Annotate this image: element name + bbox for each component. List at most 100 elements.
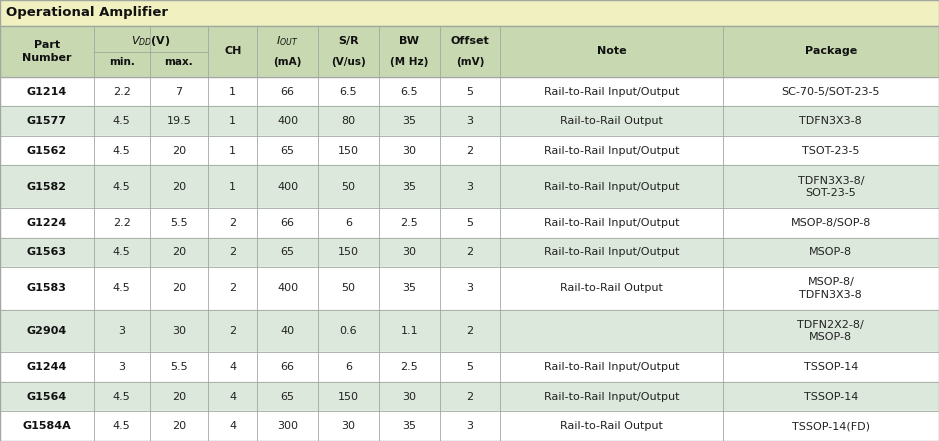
- Text: max.: max.: [164, 57, 193, 67]
- Text: 40: 40: [281, 326, 295, 336]
- Text: 400: 400: [277, 284, 299, 293]
- Text: 20: 20: [172, 247, 186, 258]
- Text: Rail-to-Rail Input/Output: Rail-to-Rail Input/Output: [544, 218, 679, 228]
- Text: 4: 4: [229, 421, 237, 431]
- Text: Part
Number: Part Number: [22, 40, 71, 63]
- Text: 2: 2: [467, 146, 473, 156]
- Text: 4.5: 4.5: [113, 116, 131, 126]
- Text: 5: 5: [467, 362, 473, 372]
- Text: 150: 150: [338, 247, 359, 258]
- Text: 1: 1: [229, 146, 237, 156]
- Text: S/R: S/R: [338, 36, 359, 46]
- Text: G1562: G1562: [26, 146, 67, 156]
- Text: 5: 5: [467, 86, 473, 97]
- Text: 20: 20: [172, 421, 186, 431]
- Text: 2: 2: [229, 247, 237, 258]
- Text: 20: 20: [172, 392, 186, 402]
- Text: TSSOP-14: TSSOP-14: [804, 362, 858, 372]
- Text: Offset: Offset: [451, 36, 489, 46]
- Text: 20: 20: [172, 284, 186, 293]
- Bar: [0, 77, 939, 106]
- Text: 35: 35: [402, 116, 416, 126]
- Text: CH: CH: [224, 46, 241, 56]
- Text: G1214: G1214: [26, 86, 67, 97]
- Text: 65: 65: [281, 247, 295, 258]
- Text: (M Hz): (M Hz): [390, 57, 428, 67]
- Text: 4.5: 4.5: [113, 146, 131, 156]
- Text: 6.5: 6.5: [400, 86, 418, 97]
- Text: TDFN3X3-8: TDFN3X3-8: [799, 116, 862, 126]
- Text: 30: 30: [402, 146, 416, 156]
- Text: TDFN2X2-8/
MSOP-8: TDFN2X2-8/ MSOP-8: [797, 320, 864, 342]
- Text: 66: 66: [281, 218, 295, 228]
- Text: Rail-to-Rail Input/Output: Rail-to-Rail Input/Output: [544, 247, 679, 258]
- Bar: [0, 238, 939, 267]
- Text: 20: 20: [172, 182, 186, 192]
- Text: 20: 20: [172, 146, 186, 156]
- Text: 150: 150: [338, 146, 359, 156]
- Text: G2904: G2904: [26, 326, 67, 336]
- Text: G1563: G1563: [27, 247, 67, 258]
- Text: 65: 65: [281, 146, 295, 156]
- Text: 35: 35: [402, 284, 416, 293]
- Text: 1: 1: [229, 116, 237, 126]
- Bar: [0, 411, 939, 441]
- Text: 50: 50: [342, 284, 356, 293]
- Text: 30: 30: [342, 421, 356, 431]
- Text: G1582: G1582: [27, 182, 67, 192]
- Text: 7: 7: [176, 86, 182, 97]
- Text: Rail-to-Rail Input/Output: Rail-to-Rail Input/Output: [544, 86, 679, 97]
- Text: 3: 3: [118, 362, 125, 372]
- Text: 66: 66: [281, 86, 295, 97]
- Text: 6: 6: [345, 218, 352, 228]
- Text: 30: 30: [172, 326, 186, 336]
- Text: MSOP-8: MSOP-8: [809, 247, 853, 258]
- Text: 5: 5: [467, 218, 473, 228]
- Text: BW: BW: [399, 36, 420, 46]
- Text: 2: 2: [229, 284, 237, 293]
- Bar: [0, 165, 939, 208]
- Bar: [0, 382, 939, 411]
- Text: Rail-to-Rail Output: Rail-to-Rail Output: [561, 421, 663, 431]
- Text: 4.5: 4.5: [113, 421, 131, 431]
- Text: 4.5: 4.5: [113, 182, 131, 192]
- Text: 2.2: 2.2: [113, 86, 131, 97]
- Text: 2.5: 2.5: [400, 218, 418, 228]
- Text: 3: 3: [118, 326, 125, 336]
- Text: G1577: G1577: [27, 116, 67, 126]
- Text: TSSOP-14: TSSOP-14: [804, 392, 858, 402]
- Text: Rail-to-Rail Input/Output: Rail-to-Rail Input/Output: [544, 362, 679, 372]
- Text: Package: Package: [805, 46, 857, 56]
- Text: 19.5: 19.5: [166, 116, 192, 126]
- Text: 4.5: 4.5: [113, 247, 131, 258]
- Text: 6: 6: [345, 362, 352, 372]
- Text: 2: 2: [467, 247, 473, 258]
- Text: Rail-to-Rail Input/Output: Rail-to-Rail Input/Output: [544, 146, 679, 156]
- Bar: [0, 106, 939, 136]
- Text: 1: 1: [229, 86, 237, 97]
- Text: 2.5: 2.5: [400, 362, 418, 372]
- Text: 65: 65: [281, 392, 295, 402]
- Text: Operational Amplifier: Operational Amplifier: [6, 7, 168, 19]
- Text: 300: 300: [277, 421, 299, 431]
- Text: 5.5: 5.5: [170, 362, 188, 372]
- Text: TSOT-23-5: TSOT-23-5: [802, 146, 859, 156]
- Text: $V_{DD}$(V): $V_{DD}$(V): [131, 34, 171, 48]
- Text: (mA): (mA): [273, 57, 301, 67]
- Text: G1224: G1224: [26, 218, 67, 228]
- Text: min.: min.: [109, 57, 134, 67]
- Text: 3: 3: [467, 421, 473, 431]
- Text: G1244: G1244: [26, 362, 67, 372]
- Bar: [0, 267, 939, 310]
- Text: TDFN3X3-8/
SOT-23-5: TDFN3X3-8/ SOT-23-5: [797, 176, 864, 198]
- Text: 0.6: 0.6: [340, 326, 357, 336]
- Text: 3: 3: [467, 116, 473, 126]
- Text: 4.5: 4.5: [113, 392, 131, 402]
- Text: 80: 80: [342, 116, 356, 126]
- Text: 30: 30: [402, 247, 416, 258]
- Text: (mV): (mV): [456, 57, 485, 67]
- Bar: [0, 310, 939, 352]
- Text: 2: 2: [229, 326, 237, 336]
- Text: 3: 3: [467, 182, 473, 192]
- Text: 4: 4: [229, 362, 237, 372]
